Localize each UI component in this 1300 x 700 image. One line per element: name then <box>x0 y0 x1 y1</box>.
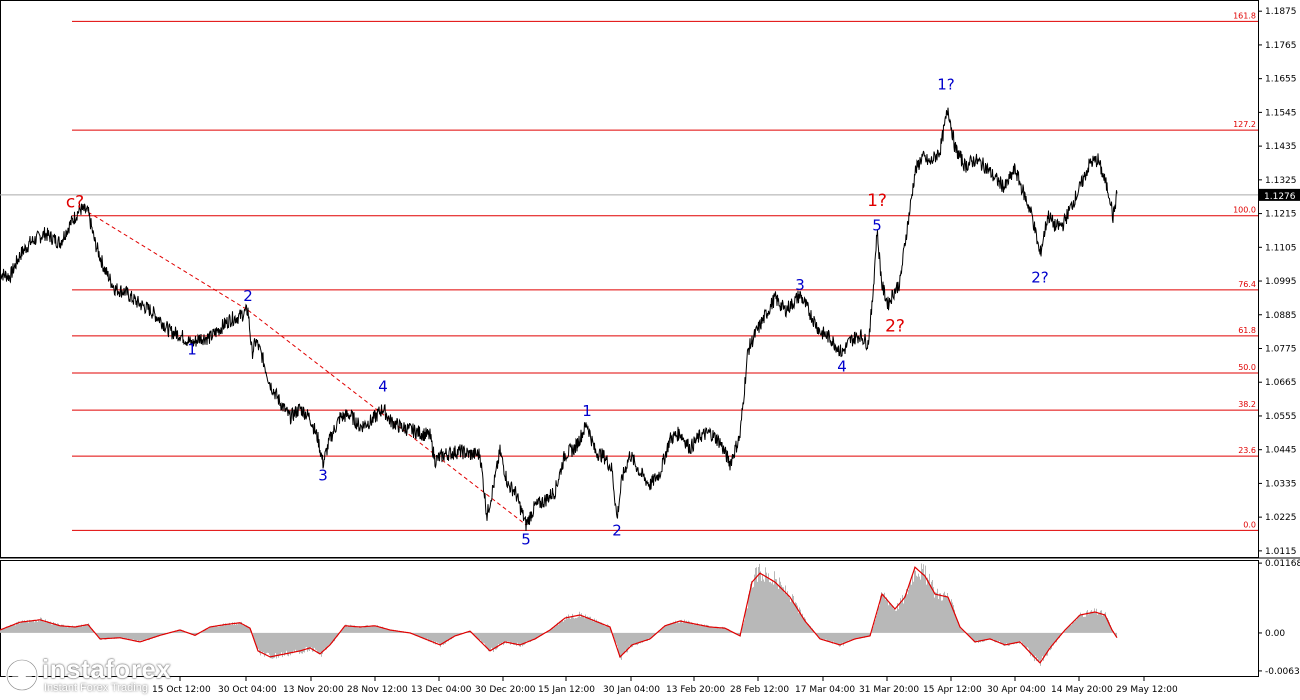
fib-label: 127.2 <box>1233 120 1256 129</box>
price-tick-label: 1.0225 <box>1265 513 1297 523</box>
wave-label: 1 <box>187 341 197 359</box>
osc-tick-label: 0.01168 <box>1265 559 1300 569</box>
date-tick-label: 30 Dec 20:00 <box>475 685 536 695</box>
wave-label: 4 <box>378 377 388 395</box>
fib-label: 61.8 <box>1238 326 1256 335</box>
wave-label: c? <box>66 192 84 212</box>
price-tick-label: 1.1545 <box>1265 108 1297 118</box>
wave-label: 4 <box>837 357 847 375</box>
date-tick-label: 13 Dec 04:00 <box>411 685 472 695</box>
wave-label: 3 <box>318 466 328 484</box>
time-axis: 15 Oct 12:00 30 Oct 04:00 13 Nov 20:00 28 N… <box>152 677 1178 695</box>
fib-label: 0.0 <box>1243 520 1256 529</box>
price-tick-label: 1.0445 <box>1265 446 1297 456</box>
price-tick-label: 1.0775 <box>1265 344 1297 354</box>
oscillator-signal-line <box>0 566 1118 664</box>
wave-label: 2? <box>1031 269 1049 287</box>
date-tick-label: 30 Jan 04:00 <box>603 685 660 695</box>
oscillator-histogram <box>0 563 1117 666</box>
price-tick-label: 1.1105 <box>1265 243 1297 253</box>
price-tick-label: 1.0665 <box>1265 378 1297 388</box>
oscillator-panel: 0.01168 0.00 -0.00635 <box>0 559 1300 677</box>
fib-label: 38.2 <box>1238 400 1256 409</box>
price-tick-label: 1.1435 <box>1265 142 1297 152</box>
wave-label: 5 <box>521 531 531 549</box>
logo-icon <box>5 658 39 692</box>
wave-label: 1? <box>867 191 887 211</box>
date-tick-label: 31 Mar 20:00 <box>859 685 919 695</box>
price-tick-label: 1.0555 <box>1265 412 1297 422</box>
price-tick-label: 1.0335 <box>1265 479 1297 489</box>
oscillator-panel-border <box>0 560 1259 677</box>
osc-tick-label: -0.00635 <box>1265 667 1300 677</box>
wave-label: 1? <box>937 75 955 93</box>
price-tick-label: 1.1875 <box>1265 7 1297 17</box>
date-tick-label: 15 Oct 12:00 <box>152 685 211 695</box>
date-tick-label: 28 Feb 12:00 <box>730 685 789 695</box>
date-tick-label: 13 Nov 20:00 <box>283 685 344 695</box>
date-tick-label: 28 Nov 12:00 <box>347 685 408 695</box>
date-tick-label: 14 May 20:00 <box>1051 685 1113 695</box>
fib-label: 50.0 <box>1238 363 1256 372</box>
price-tick-label: 1.0115 <box>1265 547 1297 557</box>
fib-label: 161.8 <box>1233 11 1256 20</box>
price-tick-label: 1.0885 <box>1265 311 1297 321</box>
fib-label: 23.6 <box>1238 446 1256 455</box>
date-tick-label: 29 May 12:00 <box>1116 685 1178 695</box>
price-tick-label: 1.1655 <box>1265 75 1297 85</box>
price-axis: 1.1875 1.1765 1.1655 1.1545 1.1435 1.1325 1.12… <box>1258 7 1300 557</box>
date-tick-label: 13 Feb 20:00 <box>666 685 725 695</box>
instaforex-logo: instaforex Instant Forex Trading <box>4 652 171 698</box>
price-series <box>0 107 1118 531</box>
fib-label: 76.4 <box>1238 280 1256 289</box>
date-tick-label: 30 Apr 04:00 <box>987 685 1046 695</box>
wave-labels: c? 1 2 3 4 5 1 2 3 4 5 1? 2? 1? 2? <box>66 75 1049 548</box>
date-tick-label: 30 Oct 04:00 <box>218 685 277 695</box>
price-tick-label: 1.1325 <box>1265 176 1297 186</box>
price-tick-label: 1.0995 <box>1265 277 1297 287</box>
price-tick-label: 1.1765 <box>1265 41 1297 51</box>
wave-label: 1 <box>582 402 592 420</box>
date-tick-label: 15 Apr 12:00 <box>923 685 982 695</box>
wave-label: 2 <box>612 522 622 540</box>
fib-label: 100.0 <box>1233 206 1256 215</box>
current-price-box <box>1259 188 1300 201</box>
price-tick-label: 1.1215 <box>1265 210 1297 220</box>
wave-label: 5 <box>872 216 882 234</box>
osc-tick-label: 0.00 <box>1265 629 1285 639</box>
current-price-label: 1.1276 <box>1264 192 1296 202</box>
brand-name: instaforex <box>42 654 172 684</box>
wave-label: 3 <box>795 276 805 294</box>
price-line <box>0 107 1118 531</box>
trend-lines <box>87 211 527 526</box>
wave-label: 2 <box>243 287 253 305</box>
brand-slogan: Instant Forex Trading <box>44 682 148 694</box>
wave-label: 2? <box>885 317 905 337</box>
price-panel-border <box>0 0 1259 558</box>
date-tick-label: 17 Mar 04:00 <box>795 685 855 695</box>
trend-line-1 <box>87 211 249 311</box>
date-tick-label: 15 Jan 12:00 <box>538 685 595 695</box>
